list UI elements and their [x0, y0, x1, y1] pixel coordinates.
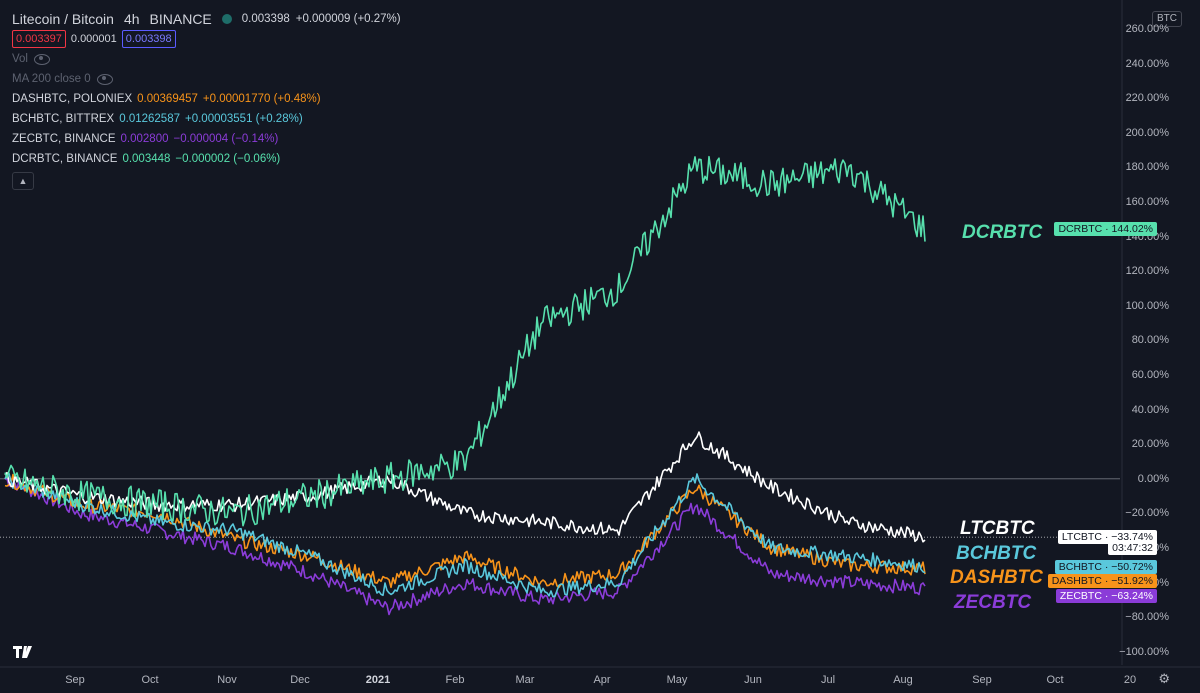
dcr-price-tag: DCRBTC · 144.02% [1054, 222, 1157, 236]
compare-change: −0.000002 (−0.06%) [175, 153, 281, 165]
y-axis-label: 0.00% [1137, 472, 1169, 485]
ma-indicator-label: MA 200 close 0 [12, 73, 91, 85]
dash-annotation[interactable]: DASHBTC [950, 567, 1043, 588]
compare-row[interactable]: DCRBTC, BINANCE 0.003448 −0.000002 (−0.06%… [12, 149, 401, 169]
ltc-price-tag: LTCBTC · −33.74% [1057, 530, 1157, 544]
compare-value: 0.002800 [120, 133, 169, 145]
y-axis-label: 200.00% [1125, 126, 1169, 139]
chart-legend: Litecoin / Bitcoin 4h BINANCE 0.003398 +… [12, 9, 401, 191]
y-axis-label: 80.00% [1131, 334, 1169, 347]
y-axis-label: 220.00% [1125, 92, 1169, 105]
tradingview-logo-icon[interactable] [12, 643, 38, 661]
compare-symbol: DASHBTC, POLONIEX [12, 93, 133, 105]
chevron-up-icon[interactable]: ▲ [12, 172, 34, 190]
y-axis-label: 20.00% [1131, 438, 1169, 451]
y-axis-label: 180.00% [1125, 161, 1169, 174]
y-axis-label: 240.00% [1125, 57, 1169, 70]
compare-series-list: DASHBTC, POLONIEX 0.00369457 +0.00001770 (… [12, 89, 401, 169]
compare-change: +0.00003551 (+0.28%) [185, 113, 303, 125]
zec-tag-symbol: ZECBTC [1059, 590, 1102, 602]
volume-indicator-row[interactable]: Vol [12, 49, 401, 69]
symbol-row: Litecoin / Bitcoin 4h BINANCE 0.003398 +… [12, 9, 401, 29]
y-axis-label: 100.00% [1125, 299, 1169, 312]
currency-button[interactable]: BTC [1152, 11, 1182, 27]
y-axis-label: −20.00% [1125, 507, 1169, 520]
compare-row[interactable]: DASHBTC, POLONIEX 0.00369457 +0.00001770 (… [12, 89, 401, 109]
x-axis-label: Sep [972, 674, 992, 686]
y-axis-label: −80.00% [1125, 611, 1169, 624]
zec-annotation[interactable]: ZECBTC [954, 592, 1032, 613]
compare-symbol: BCHBTC, BITTREX [12, 113, 115, 125]
bar-countdown: 03:47:32 [1112, 542, 1153, 554]
ltc-tag-symbol: LTCBTC [1061, 531, 1102, 543]
x-axis-label: Apr [593, 674, 611, 686]
y-axis-label: 260.00% [1125, 23, 1169, 35]
x-axis-label: Dec [290, 674, 310, 686]
bch-tag-value: −50.72% [1111, 561, 1153, 573]
last-price: 0.003398 [241, 13, 290, 25]
dash-price-tag: DASHBTC · −51.92% [1047, 574, 1157, 588]
dash-tag-value: −51.92% [1111, 575, 1153, 587]
zec-price-tag: ZECBTC · −63.24% [1055, 589, 1157, 603]
y-axis-label: 120.00% [1125, 265, 1169, 278]
x-axis-label: May [666, 674, 688, 686]
dcr-tag-value: 144.02% [1111, 223, 1153, 235]
series-layer [4, 155, 926, 616]
compare-change: −0.000004 (−0.14%) [173, 133, 279, 145]
series-line-bchbtc[interactable] [4, 472, 926, 598]
series-line-zecbtc[interactable] [5, 478, 926, 616]
price-change: +0.000009 (+0.27%) [295, 13, 401, 25]
x-axis-label: Jul [820, 674, 836, 686]
bch-tag-symbol: BCHBTC [1058, 561, 1102, 573]
compare-value: 0.003448 [122, 153, 171, 165]
symbol-title[interactable]: Litecoin / Bitcoin [12, 11, 114, 27]
x-axis-label: Sep [65, 674, 85, 686]
spread-value: 0.000001 [70, 33, 117, 45]
bch-annotation[interactable]: BCHBTC [956, 543, 1037, 564]
x-axis-label: Aug [893, 674, 913, 686]
x-axis-label: 20 [1123, 674, 1137, 686]
compare-change: +0.00001770 (+0.48%) [202, 93, 321, 105]
y-axis-label: 40.00% [1131, 403, 1169, 416]
compare-value: 0.00369457 [137, 93, 198, 105]
x-axis-label: Oct [141, 674, 159, 686]
gear-icon[interactable]: ⚙ [1158, 671, 1170, 686]
x-axis-label: Nov [217, 674, 237, 686]
zec-tag-value: −63.24% [1111, 590, 1153, 602]
market-status-icon [221, 14, 232, 24]
x-axis-label: Jun [744, 674, 762, 686]
ask-box[interactable]: 0.003398 [121, 30, 176, 48]
dcr-tag-symbol: DCRBTC [1058, 223, 1103, 235]
bid-box[interactable]: 0.003397 [12, 30, 66, 48]
series-line-ltcbtc[interactable] [4, 431, 926, 543]
bch-price-tag: BCHBTC · −50.72% [1054, 560, 1157, 574]
eye-hidden-icon[interactable] [34, 53, 50, 65]
y-axis-label: 160.00% [1125, 196, 1169, 208]
ltc-tag-value: −33.74% [1111, 531, 1153, 543]
dcr-annotation[interactable]: DCRBTC [962, 222, 1043, 243]
x-axis-label: Mar [515, 674, 535, 686]
eye-hidden-icon[interactable] [96, 73, 113, 85]
compare-symbol: DCRBTC, BINANCE [12, 153, 118, 165]
x-axis-label: Oct [1046, 674, 1064, 686]
ma-indicator-row[interactable]: MA 200 close 0 [12, 69, 401, 89]
y-axis-label: −100.00% [1119, 645, 1169, 658]
x-axis-label: Feb [445, 674, 465, 686]
interval-label[interactable]: 4h [123, 11, 140, 27]
dash-tag-symbol: DASHBTC [1051, 575, 1102, 587]
compare-row[interactable]: BCHBTC, BITTREX 0.01262587 +0.00003551 (+0… [12, 109, 401, 129]
series-line-dcrbtc[interactable] [4, 155, 926, 527]
x-axis-label: 2021 [365, 674, 391, 686]
ltc-countdown-tag: 03:47:32 [1108, 541, 1157, 555]
bid-ask-row: 0.003397 0.000001 0.003398 [12, 29, 401, 49]
collapse-row: ▲ [12, 171, 401, 191]
compare-row[interactable]: ZECBTC, BINANCE 0.002800 −0.000004 (−0.14%… [12, 129, 401, 149]
compare-symbol: ZECBTC, BINANCE [12, 133, 116, 145]
volume-indicator-label: Vol [12, 53, 28, 65]
y-axis-label: 60.00% [1131, 369, 1169, 381]
compare-value: 0.01262587 [119, 113, 180, 125]
ltc-annotation[interactable]: LTCBTC [960, 518, 1035, 539]
exchange-label: BINANCE [149, 11, 212, 27]
